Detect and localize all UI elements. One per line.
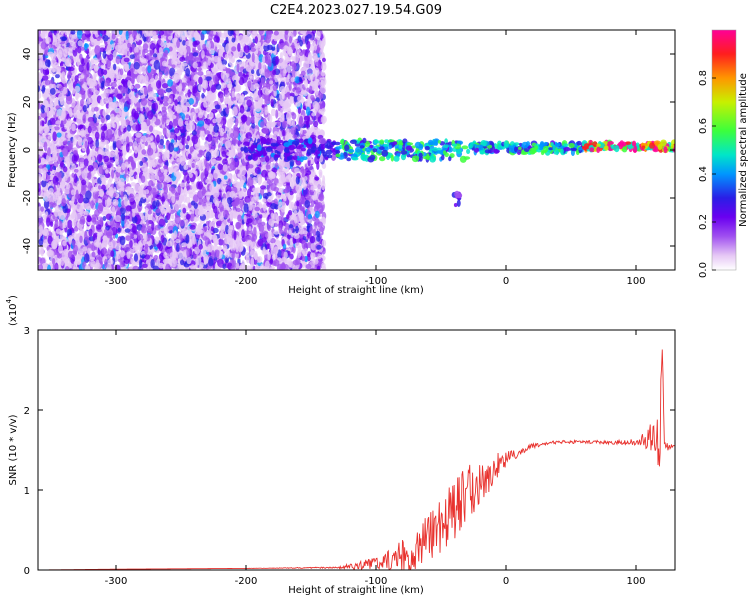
heatmap-cell [201, 30, 207, 35]
heatmap-cell [63, 30, 71, 36]
heatmap-cell [289, 92, 295, 97]
heatmap-cell [196, 71, 204, 76]
heatmap-cell [270, 265, 275, 270]
heatmap-cell [205, 211, 211, 219]
heatmap-cell [171, 214, 175, 220]
heatmap-cell [267, 251, 271, 261]
heatmap-cell [303, 79, 309, 88]
heatmap-cell [117, 227, 121, 233]
heatmap-cell [180, 182, 186, 188]
heatmap-cells [38, 30, 675, 270]
heatmap-cell [60, 30, 64, 35]
heatmap-cell [42, 53, 46, 61]
heatmap-cell [101, 211, 107, 216]
heatmap-cell [220, 104, 227, 109]
heatmap-cell [94, 209, 100, 217]
heatmap-cell [150, 74, 154, 79]
heatmap-cell [59, 160, 64, 168]
heatmap-cell [276, 194, 282, 200]
heatmap-cell [107, 179, 112, 186]
heatmap-cell [245, 255, 250, 264]
heatmap-cell [219, 93, 224, 103]
heatmap-cell [217, 238, 224, 246]
heatmap-cell [68, 66, 75, 72]
heatmap-cell [186, 135, 191, 142]
heatmap-cell [204, 143, 209, 150]
heatmap-cell [214, 104, 221, 110]
heatmap-cell [38, 30, 41, 36]
heatmap-cell [291, 112, 297, 120]
heatmap-cell [131, 76, 135, 85]
heatmap-cell [254, 58, 259, 64]
heatmap-cell [138, 185, 142, 192]
heatmap-cell [320, 180, 326, 191]
heatmap-cell [248, 226, 252, 231]
heatmap-cell [198, 84, 203, 92]
heatmap-cell [275, 109, 279, 119]
heatmap-cell [134, 83, 141, 89]
figure-title: C2E4.2023.027.19.54.G09 [270, 3, 442, 18]
heatmap-cell [181, 77, 187, 83]
